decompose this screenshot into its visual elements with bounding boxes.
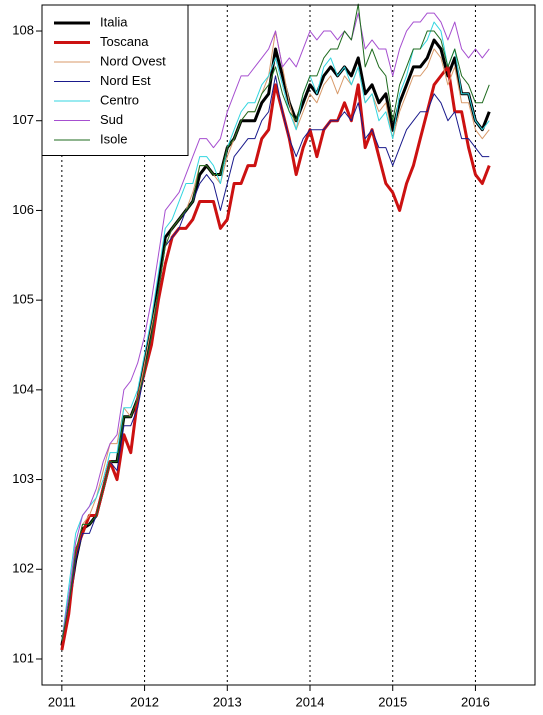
plot-frame [41,4,536,686]
legend-box [41,4,189,156]
series-line [60,65,491,651]
series-line [61,3,490,642]
x-tick-label: 2012 [130,694,159,709]
legend-label: Sud [100,112,123,127]
series-line [61,75,490,642]
series-line [61,12,490,642]
y-tick-label: 106 [12,202,34,217]
x-tick-label: 2013 [213,694,242,709]
legend-label: Toscana [100,34,149,49]
y-tick-label: 108 [12,22,34,37]
x-tick-label: 2016 [461,694,490,709]
legend-label: Centro [100,92,139,107]
legend-label: Nord Est [100,73,151,88]
y-tick-label: 102 [12,561,34,576]
y-tick-label: 101 [12,650,34,665]
legend-label: Nord Ovest [100,53,166,68]
legend-label: Isole [100,131,127,146]
x-tick-label: 2015 [378,694,407,709]
x-tick-label: 2014 [296,694,325,709]
x-tick-label: 2011 [48,694,76,709]
y-tick-label: 103 [12,471,34,486]
y-tick-label: 105 [12,292,34,307]
y-tick-label: 104 [12,381,34,396]
legend-label: Italia [100,14,128,29]
y-tick-label: 107 [12,112,34,127]
